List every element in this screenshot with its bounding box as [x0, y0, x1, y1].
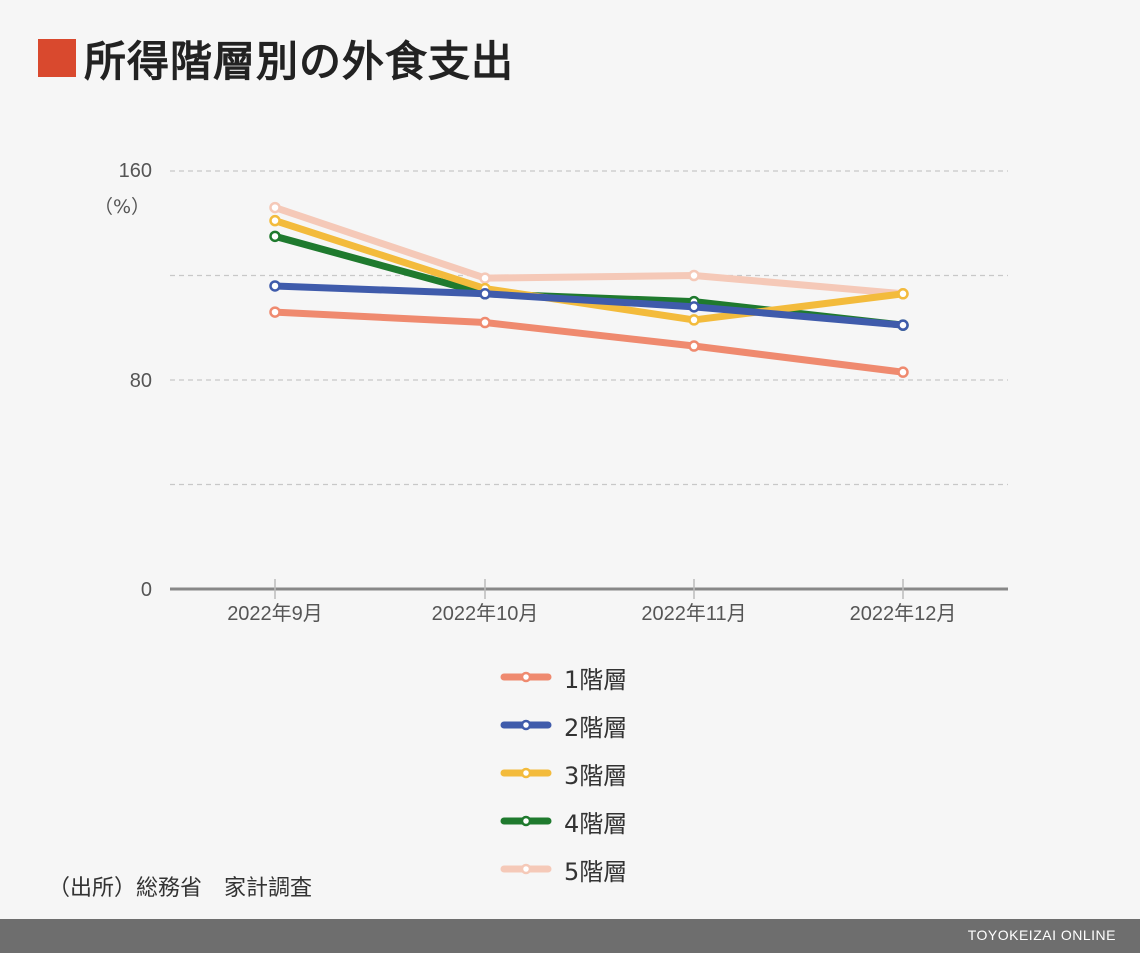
legend-label: 2階層: [564, 713, 628, 742]
data-point: [688, 340, 700, 352]
data-point: [269, 230, 281, 243]
legend-line-marker-icon: [500, 671, 552, 683]
series-1: [269, 306, 909, 378]
legend-line-marker-icon: [500, 815, 552, 827]
legend-item: 2階層: [500, 703, 627, 747]
legend: 1階層 2階層 3階層 4階層 5階層: [500, 655, 627, 895]
chart-title: 所得階層別の外食支出: [84, 36, 515, 86]
y-tick-label: 160: [119, 160, 152, 182]
legend-label: 5階層: [564, 857, 628, 886]
legend-item: 3階層: [500, 751, 627, 795]
chart-title-block: 所得階層別の外食支出: [38, 28, 514, 88]
series-line: [271, 308, 907, 376]
data-point: [269, 280, 281, 292]
legend-line-marker-icon: [500, 863, 552, 875]
y-unit-label: （%）: [94, 196, 150, 218]
series-3: [269, 214, 909, 326]
series-2: [269, 280, 909, 331]
series-line: [271, 282, 907, 329]
x-axis-labels: 2022年9月 2022年10月 2022年11月 2022年12月: [227, 602, 956, 625]
legend-item: 1階層: [500, 655, 627, 699]
data-point: [897, 288, 909, 300]
data-point: [269, 214, 281, 227]
series-line: [271, 217, 907, 324]
data-point: [897, 366, 909, 378]
legend-item: 5階層: [500, 847, 627, 891]
source-note: （出所）総務省 家計調査: [48, 876, 313, 901]
legend-item: 4階層: [500, 799, 627, 843]
publisher-name: TOYOKEIZAI ONLINE: [967, 927, 1116, 943]
footer-bar: TOYOKEIZAI ONLINE: [0, 919, 1140, 953]
series-lines: [269, 201, 909, 378]
title-marker-square: [38, 39, 76, 77]
data-point: [479, 288, 491, 300]
legend-label: 1階層: [564, 665, 628, 694]
series-line: [271, 204, 907, 298]
x-tick-label: 2022年9月: [227, 602, 323, 625]
data-point: [897, 319, 909, 331]
data-point: [688, 269, 700, 282]
data-point: [688, 314, 700, 326]
data-point: [269, 201, 281, 214]
data-point: [688, 301, 700, 313]
y-tick-label: 0: [141, 579, 152, 601]
x-tick-label: 2022年11月: [641, 602, 746, 625]
data-point: [269, 306, 281, 318]
legend-label: 3階層: [564, 761, 628, 790]
legend-label: 4階層: [564, 809, 628, 838]
y-axis-labels: 160 （%） 80 0: [94, 160, 152, 601]
x-axis: [170, 579, 1008, 599]
data-point: [479, 316, 491, 329]
legend-line-marker-icon: [500, 767, 552, 779]
y-tick-label: 80: [130, 370, 152, 392]
x-tick-label: 2022年12月: [850, 602, 957, 625]
line-chart: 160 （%） 80 0 2022年9月 2022年10月 2022年11月 2…: [94, 160, 1008, 625]
legend-line-marker-icon: [500, 719, 552, 731]
data-point: [479, 272, 491, 284]
x-tick-label: 2022年10月: [432, 602, 539, 625]
